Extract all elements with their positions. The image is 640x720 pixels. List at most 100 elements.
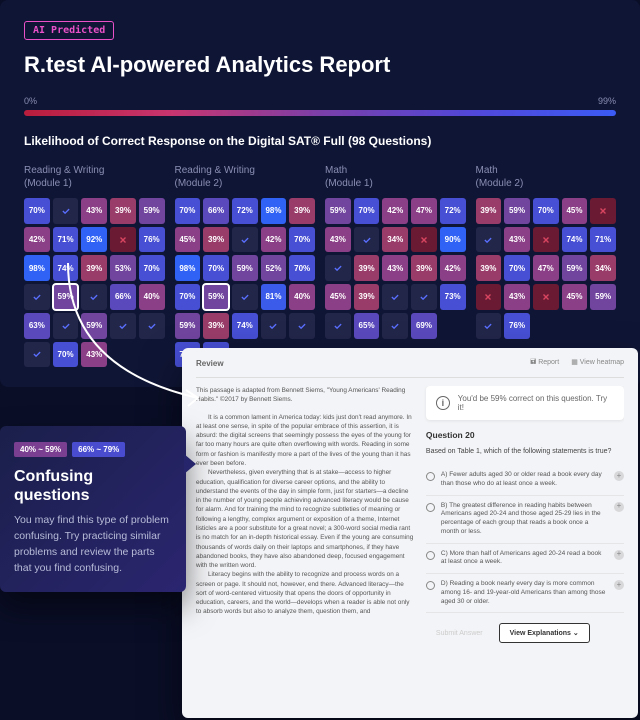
question-cell[interactable] <box>382 284 408 310</box>
question-cell[interactable]: 42% <box>382 198 408 224</box>
question-cell[interactable]: 70% <box>175 284 201 310</box>
question-cell[interactable]: 98% <box>261 198 287 224</box>
question-cell[interactable] <box>81 284 107 310</box>
question-cell[interactable]: 81% <box>261 284 287 310</box>
question-cell[interactable] <box>476 284 502 310</box>
question-cell[interactable]: 39% <box>476 198 502 224</box>
question-cell[interactable]: 59% <box>504 198 530 224</box>
question-cell[interactable]: 43% <box>81 342 107 368</box>
question-cell[interactable]: 39% <box>203 313 229 339</box>
question-cell[interactable]: 39% <box>354 284 380 310</box>
question-cell[interactable]: 66% <box>203 198 229 224</box>
question-cell[interactable] <box>53 313 79 339</box>
question-cell[interactable]: 70% <box>289 227 315 253</box>
question-cell[interactable]: 39% <box>354 255 380 281</box>
question-cell[interactable]: 45% <box>175 227 201 253</box>
question-cell[interactable]: 72% <box>232 198 258 224</box>
answer-option[interactable]: C) More than half of Americans aged 20-2… <box>426 544 624 575</box>
question-cell[interactable]: 70% <box>289 255 315 281</box>
expand-icon[interactable]: + <box>614 471 624 481</box>
question-cell[interactable]: 43% <box>504 227 530 253</box>
question-cell[interactable] <box>411 284 437 310</box>
question-cell[interactable]: 73% <box>440 284 466 310</box>
submit-answer-button[interactable]: Submit Answer <box>426 623 493 643</box>
question-cell[interactable]: 90% <box>440 227 466 253</box>
question-cell[interactable]: 76% <box>504 313 530 339</box>
question-cell[interactable]: 42% <box>261 227 287 253</box>
question-cell[interactable]: 70% <box>533 198 559 224</box>
question-cell[interactable] <box>354 227 380 253</box>
question-cell[interactable]: 42% <box>440 255 466 281</box>
question-cell[interactable] <box>289 313 315 339</box>
question-cell[interactable]: 39% <box>411 255 437 281</box>
question-cell[interactable]: 98% <box>175 255 201 281</box>
question-cell[interactable]: 66% <box>110 284 136 310</box>
question-cell[interactable]: 59% <box>53 284 79 310</box>
question-cell[interactable]: 39% <box>81 255 107 281</box>
question-cell[interactable]: 42% <box>24 227 50 253</box>
question-cell[interactable]: 40% <box>139 284 165 310</box>
question-cell[interactable]: 39% <box>110 198 136 224</box>
question-cell[interactable]: 65% <box>354 313 380 339</box>
question-cell[interactable] <box>325 313 351 339</box>
question-cell[interactable]: 45% <box>325 284 351 310</box>
question-cell[interactable]: 34% <box>590 255 616 281</box>
question-cell[interactable]: 59% <box>232 255 258 281</box>
question-cell[interactable]: 34% <box>382 227 408 253</box>
question-cell[interactable] <box>325 255 351 281</box>
question-cell[interactable]: 92% <box>81 227 107 253</box>
question-cell[interactable]: 70% <box>504 255 530 281</box>
question-cell[interactable]: 45% <box>562 284 588 310</box>
question-cell[interactable]: 74% <box>232 313 258 339</box>
question-cell[interactable] <box>110 313 136 339</box>
question-cell[interactable] <box>590 198 616 224</box>
question-cell[interactable]: 59% <box>175 313 201 339</box>
expand-icon[interactable]: + <box>614 502 624 512</box>
question-cell[interactable]: 70% <box>24 198 50 224</box>
question-cell[interactable]: 39% <box>203 227 229 253</box>
question-cell[interactable]: 59% <box>325 198 351 224</box>
question-cell[interactable] <box>24 284 50 310</box>
question-cell[interactable]: 71% <box>590 227 616 253</box>
question-cell[interactable] <box>232 284 258 310</box>
question-cell[interactable]: 69% <box>411 313 437 339</box>
question-cell[interactable]: 71% <box>53 227 79 253</box>
question-cell[interactable]: 39% <box>476 255 502 281</box>
question-cell[interactable]: 72% <box>440 198 466 224</box>
question-cell[interactable] <box>533 227 559 253</box>
question-cell[interactable]: 70% <box>139 255 165 281</box>
answer-option[interactable]: A) Fewer adults aged 30 or older read a … <box>426 465 624 496</box>
question-cell[interactable]: 70% <box>53 342 79 368</box>
question-cell[interactable]: 52% <box>261 255 287 281</box>
question-cell[interactable]: 43% <box>504 284 530 310</box>
question-cell[interactable]: 47% <box>533 255 559 281</box>
question-cell[interactable]: 76% <box>139 227 165 253</box>
question-cell[interactable]: 70% <box>354 198 380 224</box>
question-cell[interactable]: 59% <box>562 255 588 281</box>
question-cell[interactable] <box>139 313 165 339</box>
question-cell[interactable]: 43% <box>81 198 107 224</box>
view-explanations-button[interactable]: View Explanations ⌄ <box>499 623 590 643</box>
question-cell[interactable]: 47% <box>411 198 437 224</box>
question-cell[interactable] <box>53 198 79 224</box>
question-cell[interactable] <box>110 227 136 253</box>
question-cell[interactable]: 70% <box>175 198 201 224</box>
question-cell[interactable] <box>533 284 559 310</box>
question-cell[interactable]: 59% <box>203 284 229 310</box>
expand-icon[interactable]: + <box>614 580 624 590</box>
question-cell[interactable]: 43% <box>325 227 351 253</box>
question-cell[interactable]: 63% <box>24 313 50 339</box>
question-cell[interactable]: 74% <box>53 255 79 281</box>
question-cell[interactable]: 70% <box>203 255 229 281</box>
question-cell[interactable] <box>476 313 502 339</box>
question-cell[interactable]: 39% <box>289 198 315 224</box>
heatmap-link[interactable]: ▦ View heatmap <box>571 358 624 369</box>
question-cell[interactable] <box>261 313 287 339</box>
question-cell[interactable]: 98% <box>24 255 50 281</box>
question-cell[interactable] <box>24 342 50 368</box>
question-cell[interactable] <box>232 227 258 253</box>
question-cell[interactable]: 45% <box>562 198 588 224</box>
question-cell[interactable]: 59% <box>139 198 165 224</box>
expand-icon[interactable]: + <box>614 550 624 560</box>
report-link[interactable]: 🖬 Report <box>530 358 559 369</box>
